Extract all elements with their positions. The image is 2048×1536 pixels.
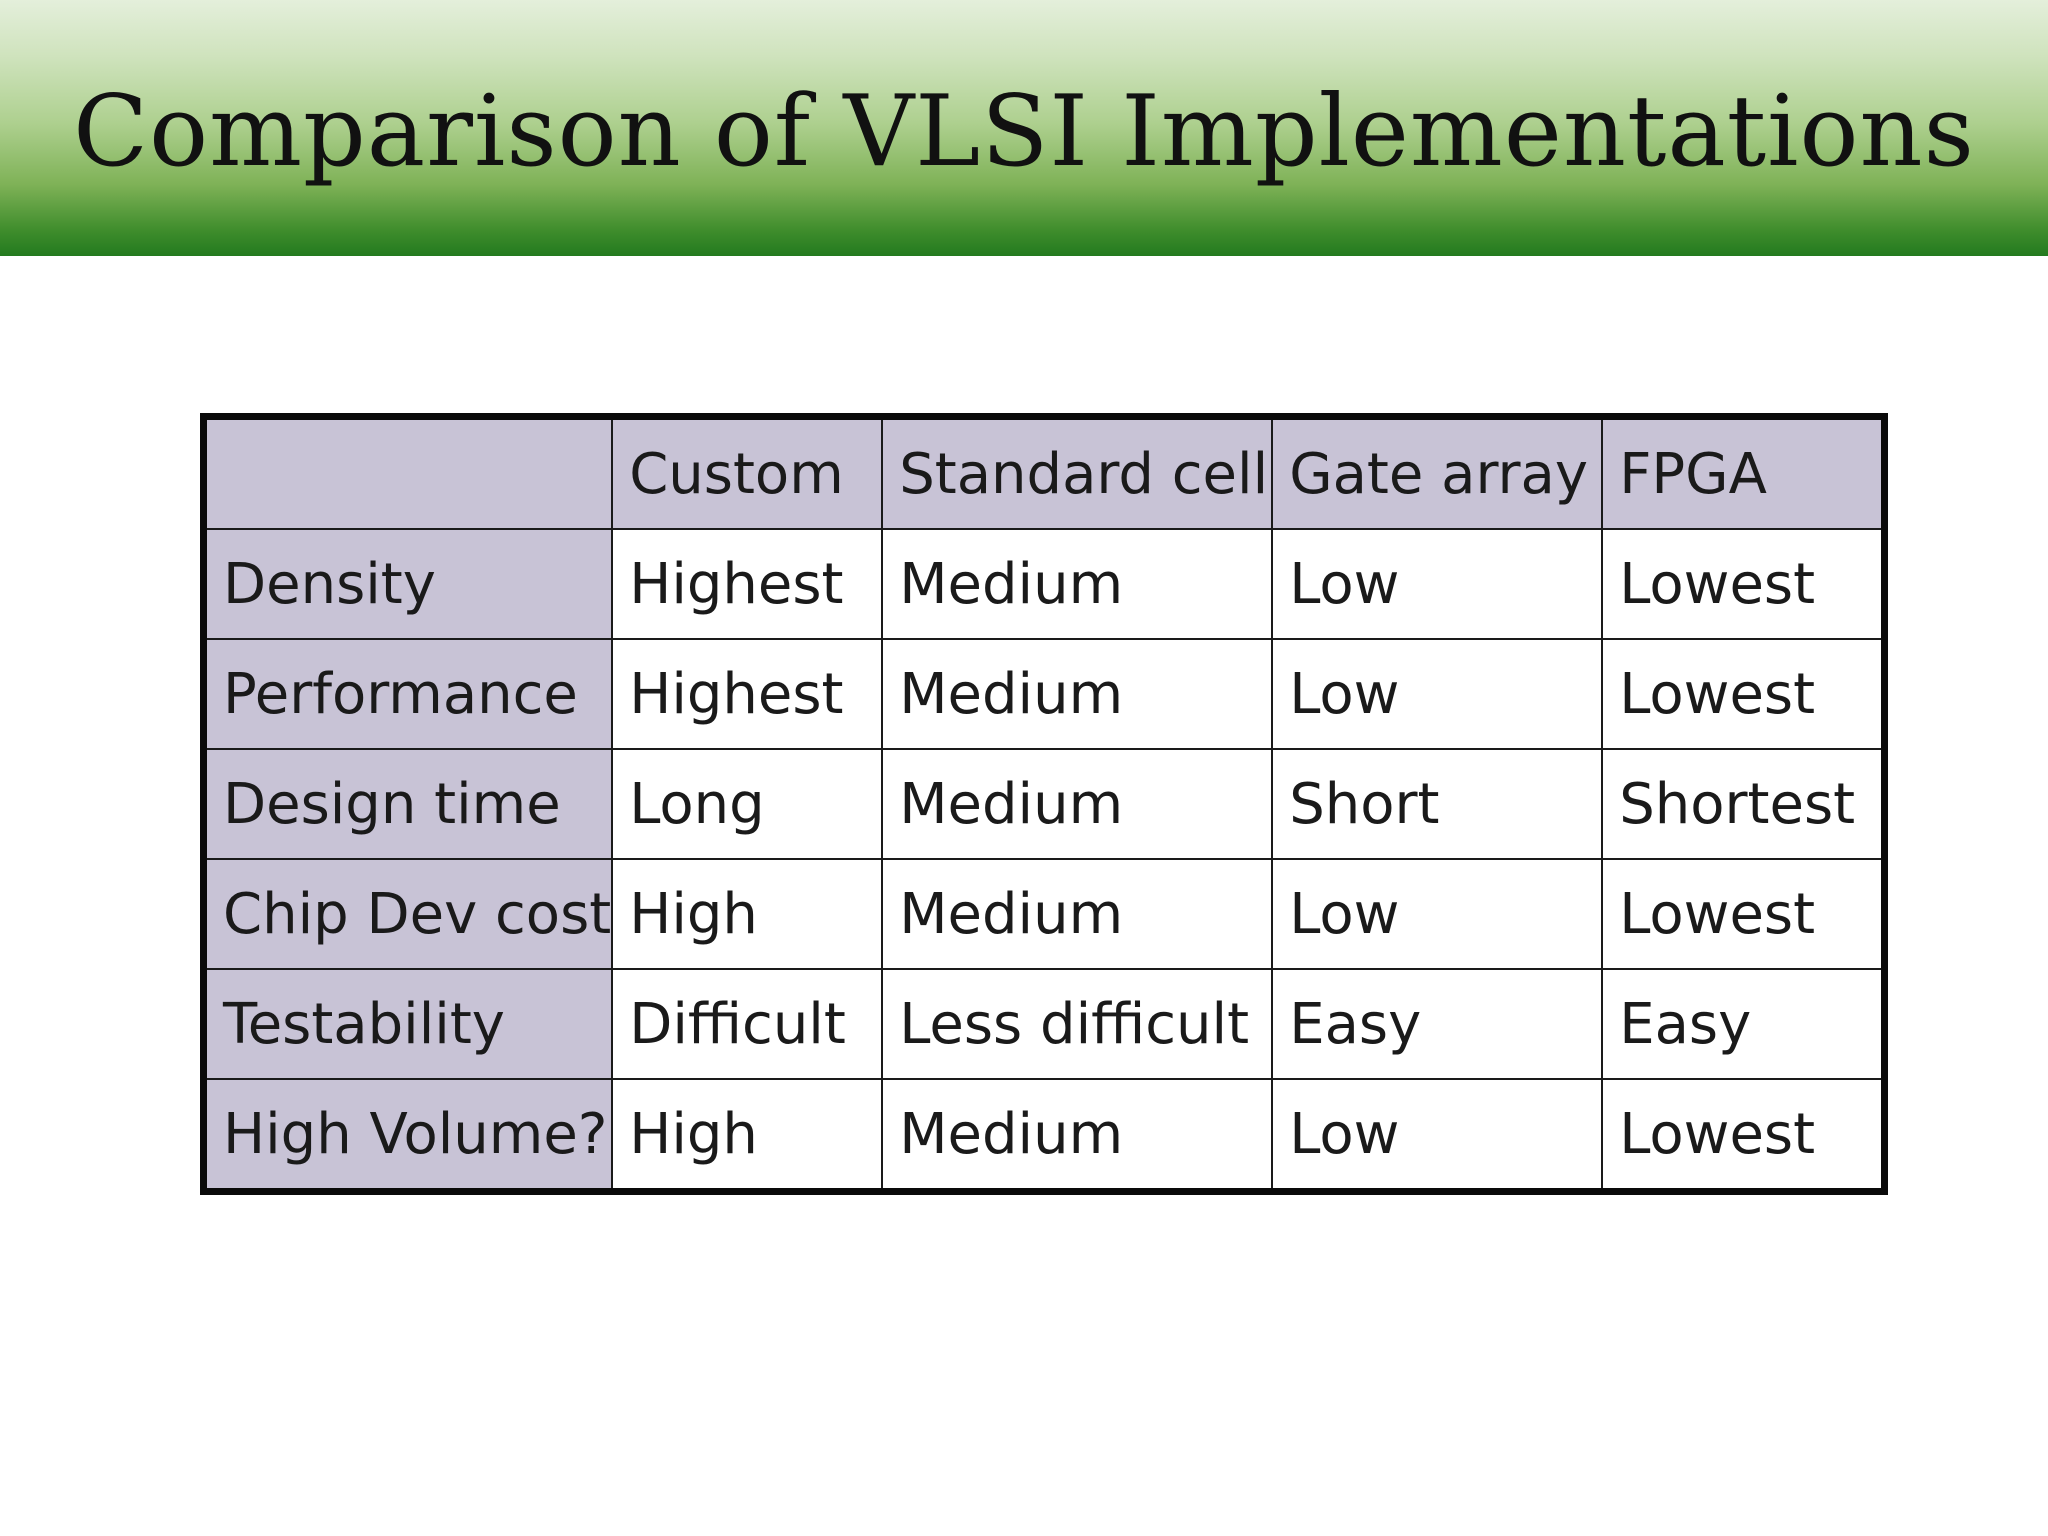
table-cell: Difficult <box>611 968 884 1080</box>
row-label-chip-dev-cost: Chip Dev cost <box>202 858 614 970</box>
comparison-table-wrapper: Custom Standard cell Gate array FPGA Den… <box>200 413 1888 1195</box>
header-cell-custom: Custom <box>611 415 884 530</box>
table-header-row: Custom Standard cell Gate array FPGA <box>202 415 1886 530</box>
table-cell: Medium <box>881 528 1274 640</box>
table-row: Density Highest Medium Low Lowest <box>202 528 1886 640</box>
table-row: Chip Dev cost High Medium Low Lowest <box>202 858 1886 970</box>
table-cell: High <box>611 858 884 970</box>
table-row: Performance Highest Medium Low Lowest <box>202 638 1886 750</box>
table-cell: Low <box>1271 1078 1604 1193</box>
table-cell: Shortest <box>1601 748 1886 860</box>
table-cell: Highest <box>611 638 884 750</box>
row-label-performance: Performance <box>202 638 614 750</box>
row-label-design-time: Design time <box>202 748 614 860</box>
table-cell: Long <box>611 748 884 860</box>
table-cell: Easy <box>1601 968 1886 1080</box>
table-cell: Lowest <box>1601 1078 1886 1193</box>
table-cell: Lowest <box>1601 858 1886 970</box>
table-cell: High <box>611 1078 884 1193</box>
header-corner-cell <box>202 415 614 530</box>
title-bar: Comparison of VLSI Implementations <box>0 0 2048 256</box>
header-cell-fpga: FPGA <box>1601 415 1886 530</box>
table-cell: Medium <box>881 1078 1274 1193</box>
header-cell-gate-array: Gate array <box>1271 415 1604 530</box>
table-cell: Medium <box>881 638 1274 750</box>
table-cell: Easy <box>1271 968 1604 1080</box>
table-row: Design time Long Medium Short Shortest <box>202 748 1886 860</box>
table-cell: Low <box>1271 528 1604 640</box>
header-cell-standard-cell: Standard cell <box>881 415 1274 530</box>
table-cell: Highest <box>611 528 884 640</box>
table-cell: Low <box>1271 638 1604 750</box>
row-label-density: Density <box>202 528 614 640</box>
row-label-testability: Testability <box>202 968 614 1080</box>
table-cell: Less difficult <box>881 968 1274 1080</box>
table-cell: Medium <box>881 858 1274 970</box>
table-cell: Lowest <box>1601 528 1886 640</box>
comparison-table: Custom Standard cell Gate array FPGA Den… <box>200 413 1888 1195</box>
table-cell: Medium <box>881 748 1274 860</box>
table-row: Testability Difficult Less difficult Eas… <box>202 968 1886 1080</box>
table-cell: Lowest <box>1601 638 1886 750</box>
table-cell: Short <box>1271 748 1604 860</box>
table-cell: Low <box>1271 858 1604 970</box>
table-row: High Volume? High Medium Low Lowest <box>202 1078 1886 1193</box>
slide-title: Comparison of VLSI Implementations <box>73 75 1975 189</box>
row-label-high-volume: High Volume? <box>202 1078 614 1193</box>
